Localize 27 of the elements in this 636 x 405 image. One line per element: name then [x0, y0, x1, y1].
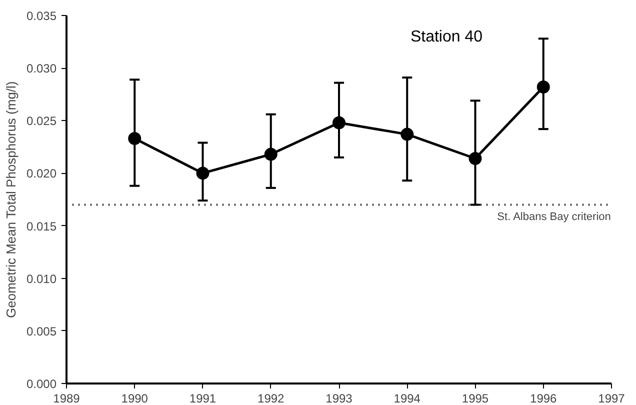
y-tick-label: 0.020 [26, 166, 57, 181]
x-tick-label: 1989 [53, 392, 80, 405]
x-tick-label: 1992 [258, 392, 285, 405]
x-tick-label: 1991 [189, 392, 216, 405]
point [264, 148, 278, 161]
y-tick-label: 0.005 [26, 324, 57, 338]
y-tick-label: 0.030 [26, 62, 57, 76]
point [332, 116, 346, 130]
x-tick-label: 1996 [530, 392, 558, 405]
ref-line-label: St. Albans Bay criterion [497, 210, 611, 223]
x-tick-label: 1997 [598, 392, 626, 405]
y-axis-title: Geometric Mean Total Phosphorus (mg/l) [3, 81, 18, 318]
y-tick-label: 0.000 [26, 377, 57, 391]
x-tick-label: 1994 [394, 392, 421, 405]
y-tick-label: 0.015 [26, 219, 57, 234]
point [196, 166, 210, 180]
y-tick-label: 0.010 [26, 272, 57, 286]
x-tick-label: 1990 [121, 392, 148, 405]
point [128, 132, 142, 146]
point [400, 128, 414, 141]
y-tick-label: 0.025 [26, 114, 57, 128]
y-tick-label: 0.035 [26, 9, 57, 23]
point [536, 80, 550, 94]
x-tick-label: 1993 [326, 392, 353, 405]
x-tick-label: 1995 [462, 392, 489, 405]
point [468, 152, 482, 165]
annotation: Station 40 [410, 28, 483, 46]
